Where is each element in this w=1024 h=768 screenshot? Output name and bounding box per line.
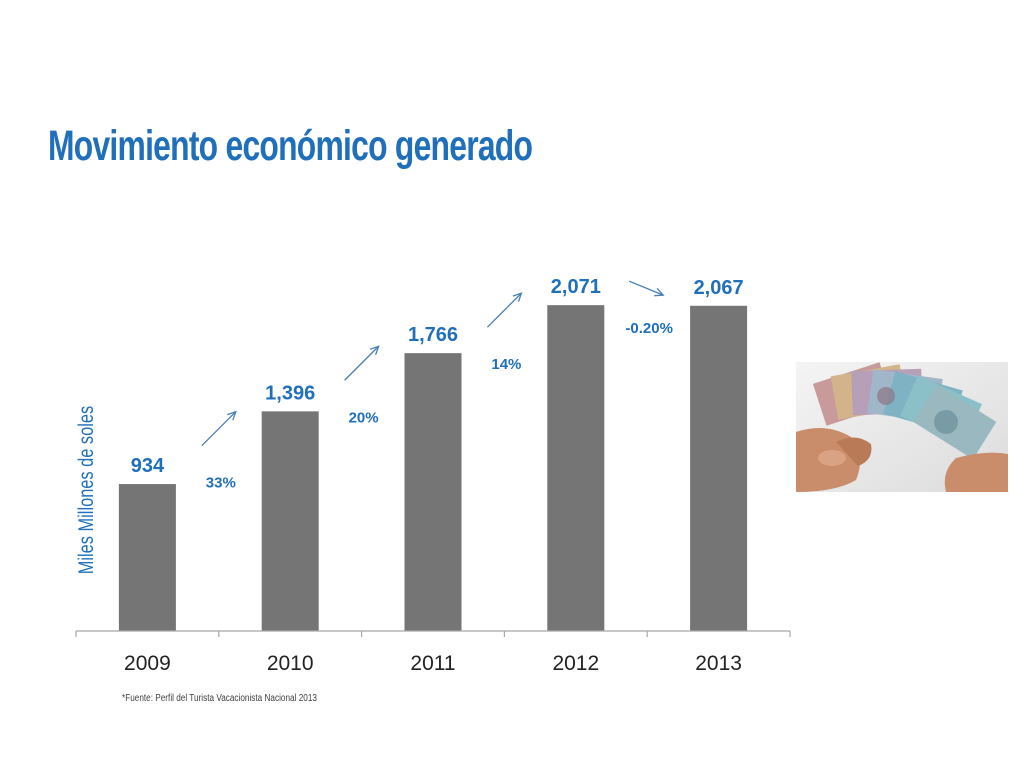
growth-arrow xyxy=(486,292,523,328)
banknotes-in-hand-photo xyxy=(796,362,1008,492)
growth-label: -0.20% xyxy=(625,320,673,337)
bar-2012 xyxy=(547,305,605,631)
y-axis-label-text: Miles Millones de soles xyxy=(75,405,98,575)
bar-2011 xyxy=(404,353,462,631)
growth-label: 14% xyxy=(491,356,521,373)
value-label-2012: 2,071 xyxy=(551,276,601,298)
y-axis-label: Miles Millones de soles xyxy=(74,380,100,600)
x-tick-label-2011: 2011 xyxy=(410,652,455,675)
x-tick-label-2012: 2012 xyxy=(552,652,599,675)
banknote-fan xyxy=(812,362,997,460)
bar-2010 xyxy=(261,411,319,631)
slide-title: Movimiento económico generado xyxy=(48,122,533,170)
growth-arrow xyxy=(201,410,237,447)
x-tick-label-2010: 2010 xyxy=(267,652,314,675)
bar-2009 xyxy=(118,484,176,631)
value-label-2011: 1,766 xyxy=(408,324,458,346)
x-tick-label-2013: 2013 xyxy=(695,652,742,675)
growth-label: 33% xyxy=(206,475,236,492)
growth-arrow xyxy=(344,345,380,381)
bar-chart: 934 2009 1,396 2010 1,766 2011 2,071 2012 2,067 2… xyxy=(75,276,791,675)
x-tick-label-2009: 2009 xyxy=(124,652,171,675)
hands xyxy=(796,428,1008,492)
source-note: *Fuente: Perfil del Turista Vacacionista… xyxy=(122,693,317,704)
value-label-2010: 1,396 xyxy=(265,382,315,404)
growth-arrow xyxy=(628,280,665,297)
growth-label: 20% xyxy=(349,409,379,426)
value-label-2009: 934 xyxy=(131,455,165,477)
value-label-2013: 2,067 xyxy=(694,277,744,299)
bar-2013 xyxy=(690,305,748,631)
